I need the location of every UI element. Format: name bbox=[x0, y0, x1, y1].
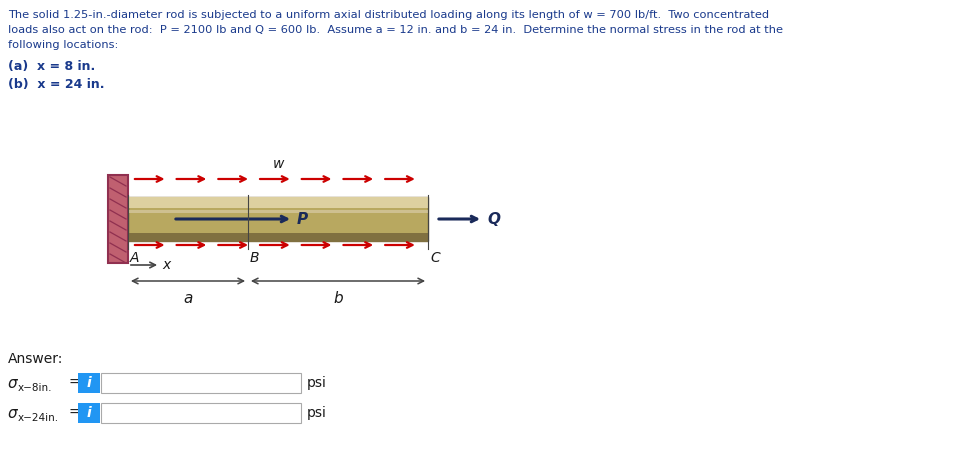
Polygon shape bbox=[128, 197, 428, 208]
FancyBboxPatch shape bbox=[78, 403, 100, 423]
FancyBboxPatch shape bbox=[78, 373, 100, 393]
Text: a: a bbox=[184, 291, 193, 306]
FancyBboxPatch shape bbox=[101, 403, 301, 423]
Text: i: i bbox=[86, 376, 91, 390]
Text: =: = bbox=[68, 376, 80, 390]
Text: =: = bbox=[68, 406, 80, 420]
Text: A: A bbox=[130, 251, 139, 265]
Text: Answer:: Answer: bbox=[8, 352, 63, 366]
Text: b: b bbox=[333, 291, 343, 306]
Text: w: w bbox=[272, 157, 283, 171]
Text: loads also act on the rod:  P = 2100 lb and Q = 600 lb.  Assume a = 12 in. and b: loads also act on the rod: P = 2100 lb a… bbox=[8, 25, 783, 35]
Text: x−8in.: x−8in. bbox=[18, 383, 53, 393]
Text: Q: Q bbox=[487, 212, 500, 226]
Text: following locations:: following locations: bbox=[8, 40, 118, 50]
Text: $\sigma$: $\sigma$ bbox=[7, 406, 19, 420]
Text: psi: psi bbox=[307, 406, 327, 420]
Text: The solid 1.25-in.-diameter rod is subjected to a uniform axial distributed load: The solid 1.25-in.-diameter rod is subje… bbox=[8, 10, 769, 20]
FancyBboxPatch shape bbox=[101, 373, 301, 393]
Text: $\sigma$: $\sigma$ bbox=[7, 376, 19, 390]
Polygon shape bbox=[128, 210, 428, 213]
Text: x: x bbox=[162, 258, 170, 272]
Text: C: C bbox=[430, 251, 440, 265]
Text: (a)  x = 8 in.: (a) x = 8 in. bbox=[8, 60, 95, 73]
Text: B: B bbox=[250, 251, 259, 265]
Polygon shape bbox=[128, 233, 428, 241]
Text: psi: psi bbox=[307, 376, 327, 390]
Text: x−24in.: x−24in. bbox=[18, 413, 60, 423]
Text: P: P bbox=[297, 212, 308, 226]
Polygon shape bbox=[108, 175, 128, 263]
Text: (b)  x = 24 in.: (b) x = 24 in. bbox=[8, 78, 105, 91]
Text: i: i bbox=[86, 406, 91, 420]
Polygon shape bbox=[128, 197, 428, 241]
